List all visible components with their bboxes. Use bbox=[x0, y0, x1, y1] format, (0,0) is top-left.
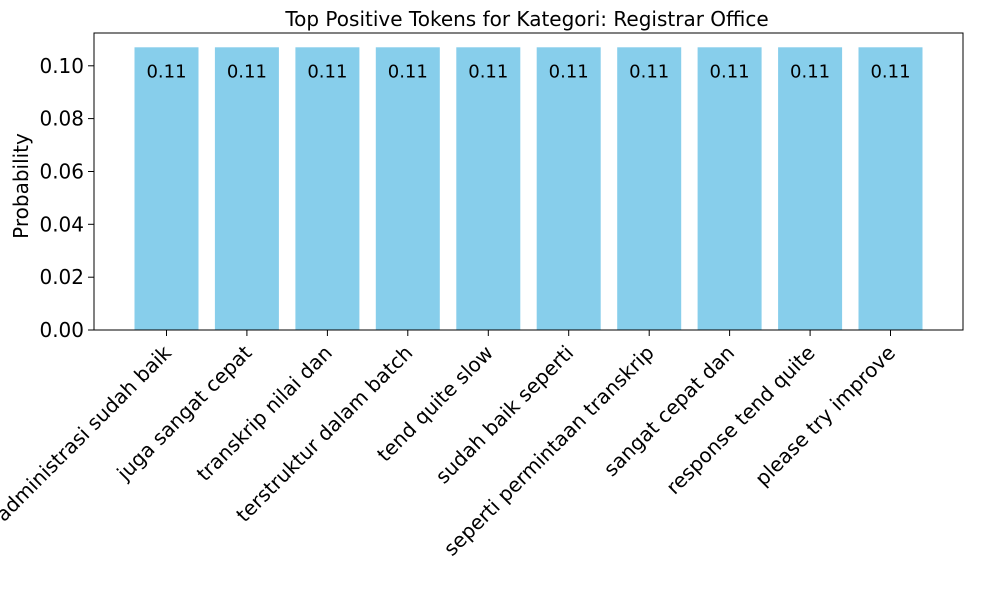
bar-value-label: 0.11 bbox=[710, 61, 750, 82]
y-tick-label: 0.02 bbox=[39, 265, 84, 289]
chart-title: Top Positive Tokens for Kategori: Regist… bbox=[284, 7, 768, 31]
bar-value-label: 0.11 bbox=[146, 61, 186, 82]
bar bbox=[858, 47, 923, 331]
bar bbox=[536, 47, 601, 331]
x-tick-label: response tend quite bbox=[661, 341, 820, 500]
x-tick-label: sudah baik seperti bbox=[431, 341, 579, 489]
bars-group bbox=[134, 47, 923, 331]
bar bbox=[778, 47, 843, 331]
bar-value-label: 0.11 bbox=[870, 61, 910, 82]
bar-value-label: 0.11 bbox=[468, 61, 508, 82]
bar-value-label: 0.11 bbox=[549, 61, 589, 82]
bar-value-label: 0.11 bbox=[227, 61, 267, 82]
y-tick-label: 0.00 bbox=[39, 318, 84, 342]
bar bbox=[134, 47, 199, 331]
bar bbox=[617, 47, 682, 331]
plot-frame bbox=[93, 32, 964, 331]
bar bbox=[375, 47, 440, 331]
bar bbox=[697, 47, 762, 331]
y-tick-label: 0.08 bbox=[39, 107, 84, 131]
y-tick-label: 0.10 bbox=[39, 54, 84, 78]
y-tick-label: 0.06 bbox=[39, 160, 84, 184]
x-tick-label: please try improve bbox=[750, 341, 900, 491]
bar-value-label: 0.11 bbox=[790, 61, 830, 82]
y-tick-label: 0.04 bbox=[39, 212, 84, 236]
y-axis-label: Probability bbox=[9, 133, 33, 239]
x-tick-label: transkrip nilai dan bbox=[192, 341, 337, 486]
y-axis: 0.00 0.02 0.04 0.06 0.08 0.10 bbox=[39, 54, 94, 342]
bar-value-label: 0.11 bbox=[629, 61, 669, 82]
x-tick-label: juga sangat cepat bbox=[111, 340, 256, 485]
data-labels-group: 0.11 0.11 0.11 0.11 0.11 0.11 0.11 0.11 0.11 0.11 bbox=[146, 61, 910, 82]
bar-value-label: 0.11 bbox=[388, 61, 428, 82]
bar bbox=[295, 47, 360, 331]
bar bbox=[456, 47, 521, 331]
bar-value-label: 0.11 bbox=[307, 61, 347, 82]
bar bbox=[214, 47, 279, 331]
